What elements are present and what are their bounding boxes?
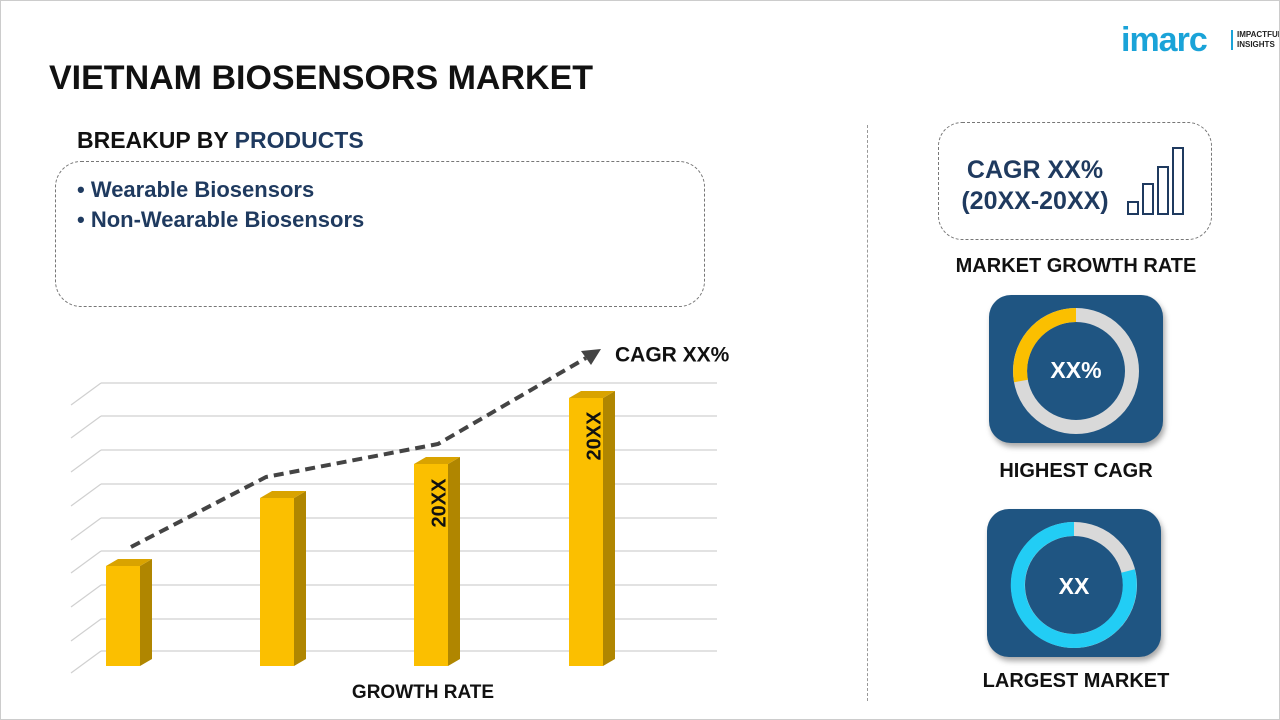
caption: MARKET GROWTH RATE <box>955 255 1197 277</box>
bar <box>260 491 306 666</box>
growth-chart: 20XX 20XX CAGR XX% GROWTH RATE <box>70 344 730 703</box>
arrow-head <box>581 349 601 365</box>
section-heading: BREAKUP BY PRODUCTS <box>77 127 364 154</box>
trend-arrow <box>130 356 588 549</box>
items-box <box>55 161 705 307</box>
cagr-line: (20XX-20XX) <box>961 187 1109 215</box>
caption: LARGEST MARKET <box>982 670 1170 692</box>
heading-highlight: PRODUCTS <box>234 127 364 153</box>
heading-label: BREAKUP BY <box>77 127 229 153</box>
bar-label: 20XX <box>428 478 450 528</box>
trend-label: CAGR XX% <box>615 344 730 367</box>
divider <box>867 125 868 701</box>
tagline-line: INSIGHTS <box>1237 40 1275 49</box>
donut-value: XX <box>1058 573 1090 599</box>
donut <box>1013 308 1139 434</box>
donut <box>1010 521 1137 648</box>
bar <box>106 559 152 666</box>
logo-tagline: IMPACTFUL INSIGHTS <box>1237 30 1280 50</box>
donut-value: XX% <box>1050 357 1102 383</box>
bars <box>106 391 615 666</box>
caption: HIGHEST CAGR <box>999 460 1153 482</box>
item: • Non-Wearable Biosensors <box>77 207 365 232</box>
tagline-line: IMPACTFUL <box>1237 30 1280 39</box>
item-text: Non-Wearable Biosensors <box>90 207 365 232</box>
cagr-text: CAGR XX% (20XX-20XX) <box>951 155 1119 217</box>
bar <box>569 391 615 666</box>
logo-divider <box>1231 30 1233 50</box>
logo: imarc <box>1121 21 1208 59</box>
cagr-line: CAGR XX% <box>966 156 1104 184</box>
axis-label: GROWTH RATE <box>352 682 494 703</box>
bar-label: 20XX <box>583 411 605 461</box>
growth-icon <box>1127 147 1184 215</box>
page-title: VIETNAM BIOSENSORS MARKET <box>49 59 594 97</box>
item: • Wearable Biosensors <box>77 177 315 202</box>
cagr-box <box>938 122 1212 240</box>
item-text: Wearable Biosensors <box>90 177 315 202</box>
item-list: • Wearable Biosensors • Non-Wearable Bio… <box>77 175 364 235</box>
bar <box>414 457 460 666</box>
